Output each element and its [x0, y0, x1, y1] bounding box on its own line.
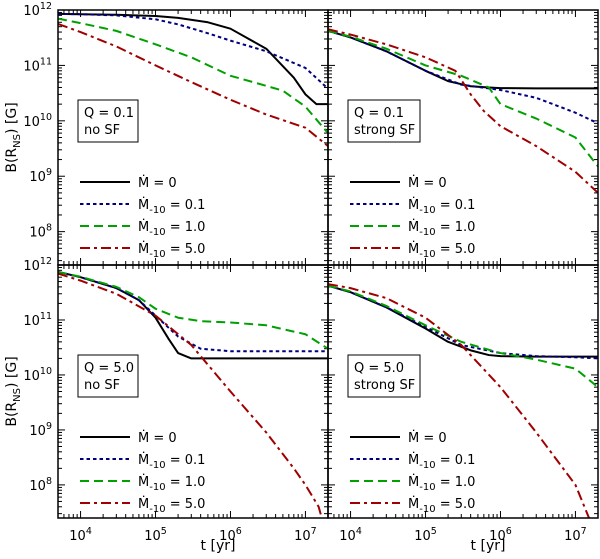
y-tick-label: 1011: [23, 56, 52, 74]
legend-label-mdot01: Ṁ-10 = 0.1: [138, 197, 205, 216]
parameter-q-label: Q = 0.1: [354, 106, 404, 121]
series-line-mdot01: [58, 12, 328, 90]
legend-label-mdot01: Ṁ-10 = 0.1: [408, 452, 475, 471]
legend-label-mdot0: Ṁ = 0: [138, 430, 177, 446]
parameter-q-label: Q = 5.0: [84, 361, 134, 376]
legend-label-mdot0: Ṁ = 0: [408, 430, 447, 446]
legend-label-mdot0: Ṁ = 0: [138, 175, 177, 191]
legend-label-mdot01: Ṁ-10 = 0.1: [138, 452, 205, 471]
legend-label-mdot10: Ṁ-10 = 1.0: [138, 219, 205, 238]
series-line-mdot50: [328, 28, 598, 194]
y-tick-label: 1012: [23, 1, 52, 19]
series-line-mdot50: [328, 283, 591, 518]
y-tick-label: 1011: [23, 311, 52, 329]
x-tick-label: 107: [294, 526, 317, 544]
x-tick-label: 106: [489, 526, 512, 544]
parameter-q-label: Q = 0.1: [84, 106, 134, 121]
parameter-box: [77, 354, 139, 398]
parameter-sf-label: no SF: [84, 123, 120, 138]
series-line-mdot10: [328, 284, 598, 388]
legend-label-mdot10: Ṁ-10 = 1.0: [138, 474, 205, 493]
y-tick-label: 108: [29, 223, 52, 241]
x-tick-label: 105: [144, 526, 167, 544]
legend-label-mdot10: Ṁ-10 = 1.0: [408, 474, 475, 493]
y-tick-label: 1010: [23, 112, 52, 130]
x-axis-title: t [yr]: [471, 538, 506, 554]
x-tick-label: 107: [564, 526, 587, 544]
y-tick-label: 109: [29, 167, 52, 185]
legend-label-mdot10: Ṁ-10 = 1.0: [408, 219, 475, 238]
series-line-mdot50: [58, 23, 328, 147]
series-line-mdot50: [58, 272, 323, 518]
plot-frame: [327, 264, 599, 519]
panel-top-left: Q = 0.1 no SF Ṁ = 0 Ṁ-10 = 0.1 Ṁ-10 = 1.0 Ṁ-1…: [4, 1, 329, 266]
x-axis-title: t [yr]: [201, 538, 236, 554]
legend-label-mdot01: Ṁ-10 = 0.1: [408, 197, 475, 216]
panel-bottom-right: Q = 5.0 strong SF Ṁ = 0 Ṁ-10 = 0.1 Ṁ-10 = 1.…: [327, 264, 599, 554]
y-tick-label: 1012: [23, 256, 52, 274]
x-tick-label: 105: [414, 526, 437, 544]
y-axis-title: B(RNS) [G]: [4, 102, 23, 172]
parameter-box: [77, 99, 139, 143]
series-line-mdot0: [328, 29, 598, 90]
x-tick-label: 106: [219, 526, 242, 544]
y-tick-label: 1010: [23, 366, 52, 384]
parameter-q-label: Q = 5.0: [354, 361, 404, 376]
legend-label-mdot50: Ṁ-10 = 5.0: [138, 496, 205, 515]
series-line-mdot10: [58, 270, 328, 350]
parameter-sf-label: no SF: [84, 378, 120, 393]
x-tick-label: 104: [339, 526, 362, 544]
legend-label-mdot50: Ṁ-10 = 5.0: [408, 496, 475, 515]
y-tick-label: 108: [29, 476, 52, 494]
legend-label-mdot50: Ṁ-10 = 5.0: [138, 241, 205, 260]
x-tick-label: 104: [69, 526, 92, 544]
series-line-mdot01: [328, 29, 598, 125]
legend-label-mdot50: Ṁ-10 = 5.0: [408, 241, 475, 260]
series-line-mdot10: [328, 29, 598, 168]
y-axis-title: B(RNS) [G]: [4, 356, 23, 426]
parameter-sf-label: strong SF: [354, 378, 415, 393]
parameter-sf-label: strong SF: [354, 123, 415, 138]
parameter-box: [347, 99, 421, 143]
y-tick-label: 109: [29, 421, 52, 439]
panel-bottom-left: Q = 5.0 no SF Ṁ = 0 Ṁ-10 = 0.1 Ṁ-10 = 1.0 Ṁ-1…: [4, 256, 329, 554]
parameter-box: [347, 354, 421, 398]
legend-label-mdot0: Ṁ = 0: [408, 175, 447, 191]
series-line-mdot01: [58, 270, 328, 353]
series-line-mdot10: [58, 17, 328, 134]
panel-top-right: Q = 0.1 strong SF Ṁ = 0 Ṁ-10 = 0.1 Ṁ-10 = 1.…: [327, 9, 599, 266]
